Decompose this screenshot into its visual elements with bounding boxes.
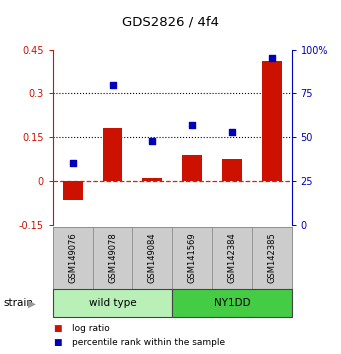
Text: GSM142385: GSM142385 bbox=[267, 232, 276, 283]
Bar bbox=[143, 178, 162, 181]
Text: GSM141569: GSM141569 bbox=[188, 232, 197, 283]
Bar bbox=[172, 227, 212, 289]
Bar bbox=[93, 227, 132, 289]
Point bbox=[269, 56, 275, 61]
Text: log ratio: log ratio bbox=[72, 324, 109, 333]
Point bbox=[110, 82, 115, 87]
Text: GSM149076: GSM149076 bbox=[68, 232, 77, 283]
Text: ■: ■ bbox=[53, 324, 61, 333]
Point bbox=[150, 138, 155, 143]
Text: NY1DD: NY1DD bbox=[213, 298, 250, 308]
Point bbox=[70, 161, 75, 166]
Bar bbox=[182, 155, 202, 181]
Text: strain: strain bbox=[3, 298, 33, 308]
Bar bbox=[172, 289, 292, 317]
Bar bbox=[222, 159, 242, 181]
Text: percentile rank within the sample: percentile rank within the sample bbox=[72, 338, 225, 347]
Text: wild type: wild type bbox=[89, 298, 136, 308]
Bar bbox=[103, 129, 122, 181]
Bar bbox=[53, 227, 93, 289]
Text: ▶: ▶ bbox=[28, 298, 36, 308]
Bar bbox=[63, 181, 83, 200]
Bar bbox=[132, 227, 172, 289]
Text: GSM149084: GSM149084 bbox=[148, 232, 157, 283]
Bar bbox=[53, 289, 172, 317]
Bar bbox=[262, 61, 282, 181]
Text: GSM149078: GSM149078 bbox=[108, 232, 117, 283]
Point bbox=[189, 122, 195, 128]
Text: GDS2826 / 4f4: GDS2826 / 4f4 bbox=[122, 16, 219, 29]
Bar bbox=[212, 227, 252, 289]
Text: ■: ■ bbox=[53, 338, 61, 347]
Text: GSM142384: GSM142384 bbox=[227, 232, 236, 283]
Point bbox=[229, 129, 235, 135]
Bar bbox=[252, 227, 292, 289]
